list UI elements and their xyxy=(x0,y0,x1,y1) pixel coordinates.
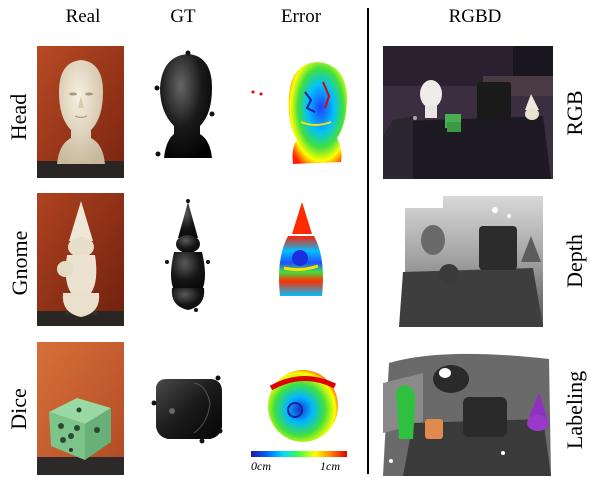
right-label-labeling: Labeling xyxy=(562,370,587,450)
right-label-rgb: RGB xyxy=(562,90,587,136)
error-dice-map xyxy=(265,366,341,444)
real-gnome-photo xyxy=(37,193,124,326)
error-head-map xyxy=(245,52,357,167)
column-divider xyxy=(367,8,369,474)
depth-scene-image xyxy=(383,196,553,327)
error-gnome-map xyxy=(270,198,330,303)
rgb-scene-image xyxy=(383,46,553,179)
header-rgbd: RGBD xyxy=(448,6,502,27)
colorbar-min-label: 0cm xyxy=(251,459,271,473)
gt-gnome-render xyxy=(162,198,214,313)
row-label-gnome: Gnome xyxy=(7,230,32,296)
row-label-dice: Dice xyxy=(6,388,31,430)
right-label-depth: Depth xyxy=(562,234,587,288)
header-error: Error xyxy=(280,6,322,27)
real-head-photo xyxy=(37,46,124,178)
header-real: Real xyxy=(65,6,101,27)
error-colorbar xyxy=(251,451,347,457)
gt-head-render xyxy=(150,48,222,163)
real-dice-photo xyxy=(37,342,124,475)
row-label-head: Head xyxy=(6,93,31,141)
labeling-scene-image xyxy=(383,343,553,476)
colorbar-max-label: 1cm xyxy=(320,459,340,473)
gt-dice-render xyxy=(150,373,228,445)
header-gt: GT xyxy=(170,6,196,27)
